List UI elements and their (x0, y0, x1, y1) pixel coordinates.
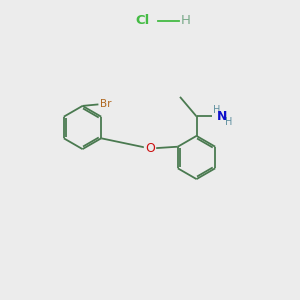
Text: Cl: Cl (135, 14, 150, 28)
Text: H: H (213, 105, 220, 115)
Text: N: N (217, 110, 227, 123)
Text: H: H (225, 117, 232, 128)
Text: H: H (181, 14, 190, 28)
Text: O: O (145, 142, 155, 155)
Text: Br: Br (100, 99, 111, 110)
